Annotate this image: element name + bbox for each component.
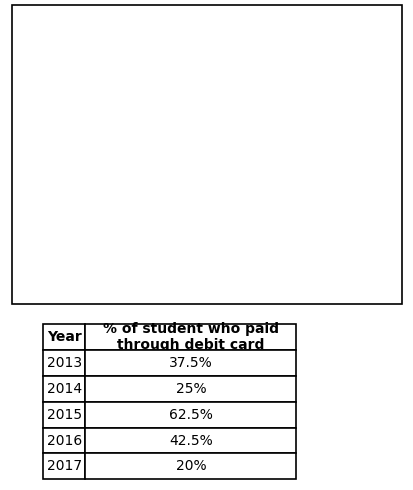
Wedge shape <box>200 91 276 181</box>
Text: 2013
16%: 2013 16% <box>210 118 244 147</box>
Wedge shape <box>110 181 200 254</box>
Wedge shape <box>110 91 200 181</box>
Text: 2016
15%: 2016 15% <box>134 193 167 221</box>
Text: 2017
25%: 2017 25% <box>144 128 178 156</box>
Wedge shape <box>200 133 290 254</box>
Text: 2014
24%: 2014 24% <box>238 178 272 206</box>
Text: 2015
20%: 2015 20% <box>183 223 217 251</box>
Wedge shape <box>147 181 253 271</box>
Text: Total number of student who
applied = 12 lakh: Total number of student who applied = 12… <box>61 29 352 69</box>
